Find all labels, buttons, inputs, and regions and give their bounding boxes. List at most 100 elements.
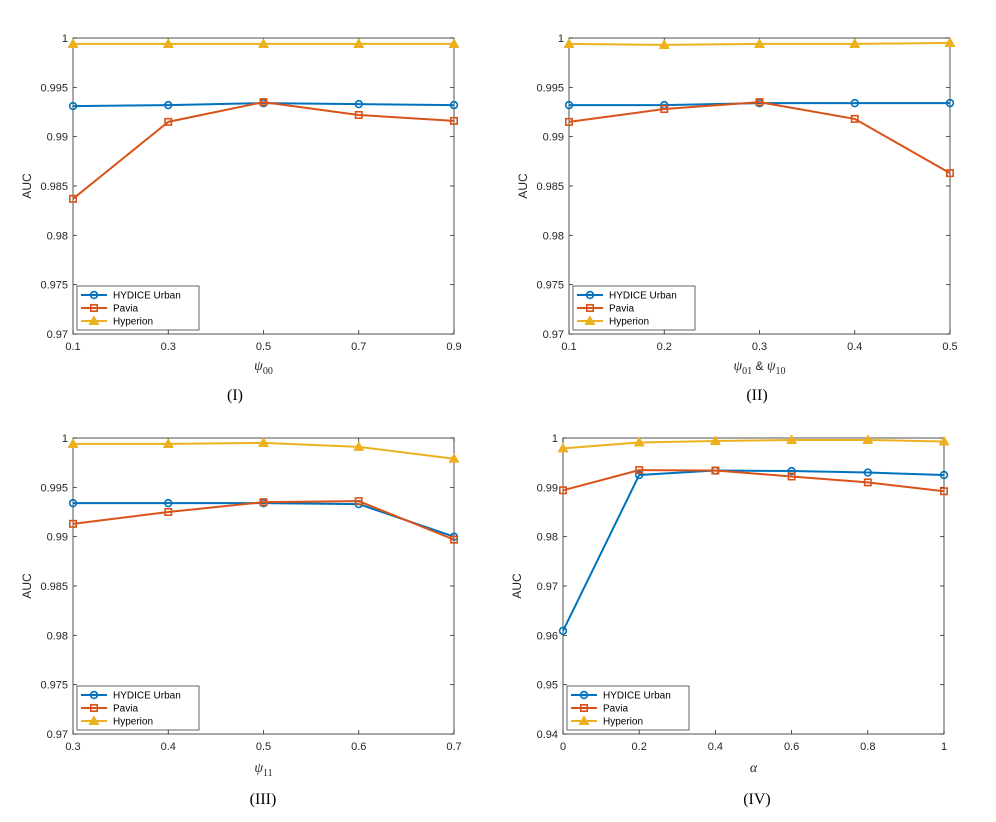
x-label-symbol: ψ — [254, 761, 263, 776]
x-tick-label: 1 — [941, 741, 947, 753]
marker-triangle — [633, 437, 645, 447]
marker-triangle — [67, 438, 79, 448]
marker-triangle — [353, 38, 364, 48]
marker-square — [579, 703, 588, 712]
marker-circle — [579, 690, 589, 700]
y-tick-label: 0.995 — [40, 82, 68, 94]
y-tick-label: 0.995 — [40, 482, 68, 494]
marker-square — [755, 98, 764, 107]
marker-square — [939, 487, 948, 496]
marker-circle — [939, 470, 949, 480]
legend-entry: Hyperion — [113, 317, 153, 328]
x-label-subscript: 10 — [776, 366, 786, 377]
marker-circle — [634, 470, 644, 480]
x-tick-label: 0.4 — [708, 741, 723, 753]
chart-panel-3: 0.97 0.975 0.98 0.985 0.99 0.995 1 0.3 0.4 0.5 0.6… — [20, 433, 462, 808]
y-tick-label: 0.94 — [537, 729, 558, 741]
marker-circle — [449, 100, 459, 110]
panel-caption: (III) — [250, 791, 277, 808]
y-tick-label: 0.99 — [47, 132, 68, 144]
marker-circle — [68, 101, 78, 111]
legend-entry: Pavia — [603, 704, 628, 715]
marker-triangle — [659, 39, 670, 49]
marker-circle — [89, 290, 99, 300]
legend: HYDICE Urban Pavia Hyperion — [572, 285, 696, 331]
y-tick-label: 1 — [552, 433, 558, 445]
x-tick-label: 0.1 — [65, 341, 80, 353]
x-label-symbol: ψ — [254, 359, 263, 374]
y-tick-label: 0.99 — [543, 132, 564, 144]
marker-square — [164, 117, 173, 126]
marker-triangle — [754, 38, 765, 48]
marker-circle — [354, 99, 363, 109]
legend-entry: HYDICE Urban — [603, 691, 671, 702]
marker-square — [564, 117, 573, 126]
marker-square — [69, 519, 78, 528]
x-label-symbol: ψ — [733, 359, 742, 374]
marker-square — [354, 497, 363, 506]
legend-entry: HYDICE Urban — [113, 691, 181, 702]
x-label-symbol: α — [750, 761, 758, 776]
marker-triangle — [163, 38, 174, 48]
legend-entry: Hyperion — [609, 317, 649, 328]
y-tick-label: 0.98 — [47, 230, 68, 242]
plot-area — [72, 37, 455, 335]
x-tick-label: 0.2 — [657, 341, 672, 353]
chart-panel-4: 0.94 0.95 0.96 0.97 0.98 0.99 1 0 0.2 0.4 0.6 0.8 1 A… — [510, 433, 950, 808]
x-tick-label: 0.3 — [752, 341, 767, 353]
y-tick-label: 0.98 — [537, 532, 558, 544]
y-tick-label: 0.975 — [536, 280, 564, 292]
y-tick-label: 0.995 — [536, 82, 564, 94]
marker-circle — [945, 98, 955, 108]
x-axis-label: ψ11 — [254, 761, 272, 779]
x-label-subscript: 01 — [742, 366, 752, 377]
y-tick-label: 0.98 — [543, 230, 564, 242]
x-axis-label: ψ01 & ψ10 — [733, 359, 785, 377]
marker-circle — [787, 466, 796, 476]
marker-triangle — [938, 436, 950, 446]
marker-square — [449, 116, 458, 125]
marker-square — [585, 303, 594, 312]
marker-square — [449, 535, 458, 544]
y-tick-label: 0.975 — [40, 280, 68, 292]
marker-triangle — [849, 38, 860, 48]
x-tick-label: 0.4 — [847, 341, 862, 353]
series-line-hyperion — [562, 438, 945, 450]
y-tick-label: 1 — [62, 33, 68, 45]
marker-circle — [564, 100, 574, 110]
marker-triangle — [557, 443, 569, 453]
marker-circle — [68, 498, 78, 508]
y-tick-label: 0.985 — [536, 181, 564, 193]
y-axis-label: AUC — [20, 573, 34, 599]
legend-entry: HYDICE Urban — [113, 291, 181, 302]
legend-entry: HYDICE Urban — [609, 291, 677, 302]
x-tick-label: 0 — [560, 741, 566, 753]
marker-circle — [863, 468, 872, 477]
y-axis-label: AUC — [510, 573, 524, 599]
marker-circle — [164, 498, 173, 508]
marker-triangle — [710, 435, 721, 446]
y-tick-label: 0.95 — [537, 680, 558, 692]
y-tick-label: 0.97 — [543, 329, 564, 341]
x-tick-label: 0.3 — [161, 341, 176, 353]
marker-triangle — [88, 715, 100, 726]
marker-square — [635, 466, 644, 475]
marker-circle — [585, 290, 595, 300]
marker-triangle — [163, 438, 174, 448]
y-tick-label: 0.99 — [537, 482, 558, 494]
legend-entry: Hyperion — [603, 717, 643, 728]
marker-triangle — [786, 434, 797, 445]
x-tick-label: 0.6 — [351, 741, 366, 753]
x-tick-label: 0.2 — [632, 741, 647, 753]
x-tick-label: 0.7 — [351, 341, 366, 353]
x-tick-label: 0.6 — [784, 741, 799, 753]
marker-triangle — [353, 441, 364, 451]
marker-triangle — [563, 38, 575, 48]
x-label-ampersand: & — [752, 359, 767, 373]
plot-area — [72, 437, 455, 735]
x-axis-label: α — [750, 761, 758, 776]
legend-entry: Pavia — [609, 304, 634, 315]
marker-triangle — [862, 434, 874, 445]
marker-triangle — [67, 38, 79, 48]
